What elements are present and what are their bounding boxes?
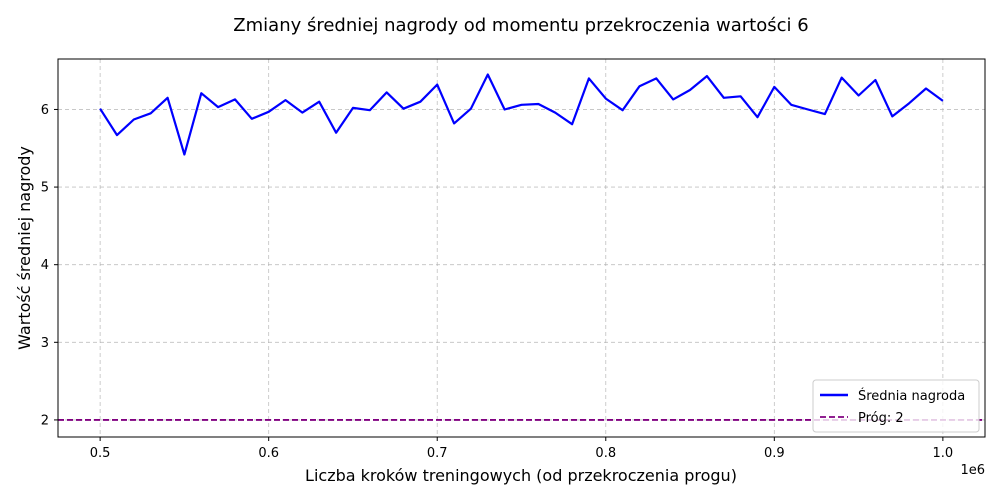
legend-label-series-1: Średnia nagroda	[858, 388, 965, 404]
y-tick-label: 4	[41, 258, 49, 273]
x-axis-offset-label: 1e6	[960, 463, 985, 478]
y-axis-ticks: 2 3 4 5 6	[41, 103, 58, 428]
x-axis-ticks: 0.5 0.6 0.7 0.8 0.9 1.0	[90, 437, 953, 461]
x-axis-label: Liczba kroków treningowych (od przekrocz…	[305, 466, 737, 485]
series-layer	[58, 73, 985, 421]
x-tick-label: 0.7	[427, 446, 448, 461]
legend: Średnia nagroda Próg: 2	[812, 379, 980, 433]
x-tick-label: 0.9	[764, 446, 785, 461]
y-tick-label: 6	[41, 103, 49, 118]
x-tick-label: 0.8	[595, 446, 616, 461]
plot-frame	[57, 58, 986, 438]
y-tick-label: 2	[41, 413, 49, 428]
x-tick-label: 0.5	[90, 446, 111, 461]
x-tick-label: 0.6	[258, 446, 279, 461]
y-axis-label: Wartość średniej nagrody	[15, 146, 34, 350]
y-tick-label: 3	[41, 336, 49, 351]
x-tick-label: 1.0	[933, 446, 954, 461]
y-tick-label: 5	[41, 181, 49, 196]
legend-box	[812, 379, 980, 433]
legend-label-series-2: Próg: 2	[858, 411, 904, 426]
series-line-1	[99, 73, 944, 156]
chart-title: Zmiany średniej nagrody od momentu przek…	[233, 15, 808, 36]
